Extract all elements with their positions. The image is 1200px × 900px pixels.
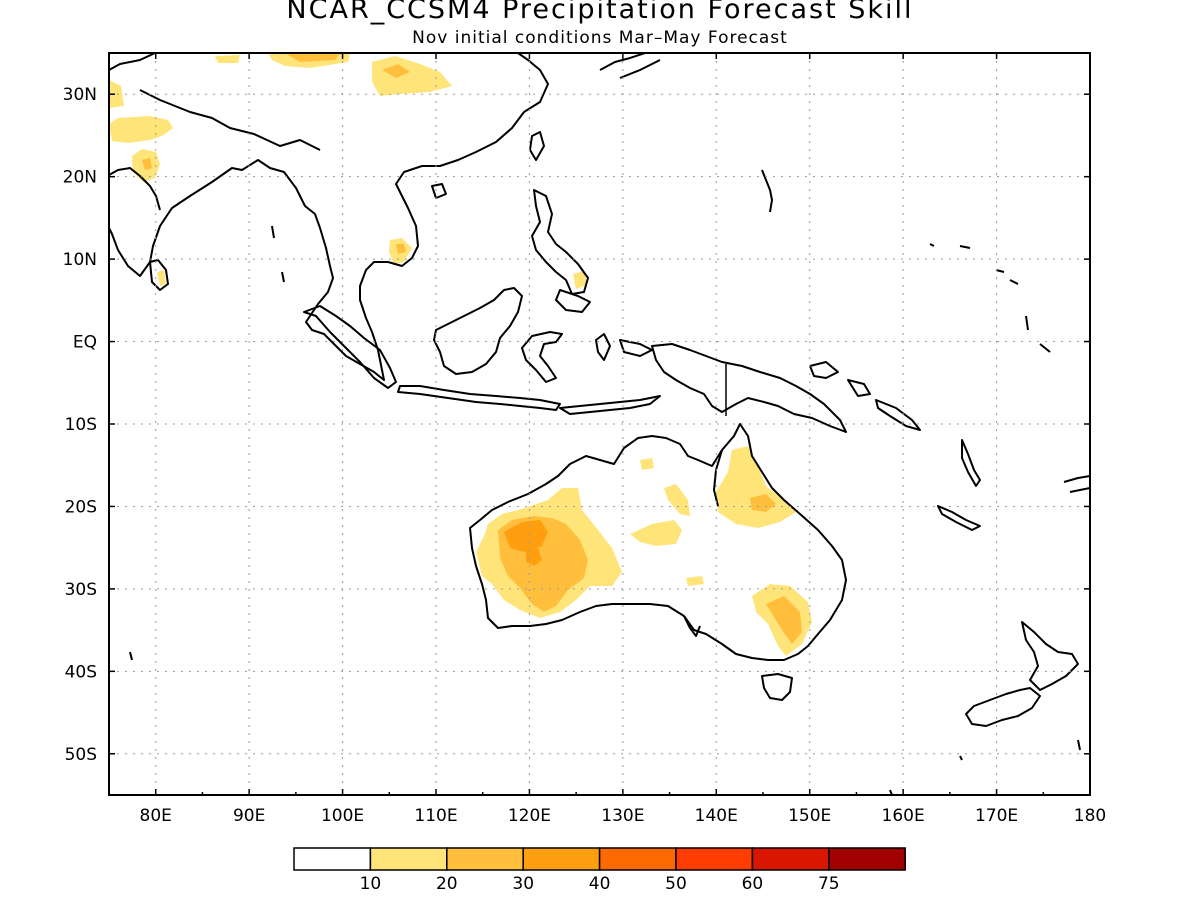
legend-swatch-4 [598, 847, 677, 871]
coast-new-guinea [651, 343, 847, 433]
legend-label-30: 30 [512, 874, 534, 894]
coast-vanuatu [961, 439, 981, 487]
skill-region-tibet-east-core [382, 64, 410, 78]
skill-region-new-south-wales-core [766, 596, 802, 644]
lon-label-160E: 160E [882, 806, 925, 826]
coast-new-caledonia [937, 505, 981, 531]
coast-borneo [433, 287, 523, 375]
lat-label-50S: 50S [65, 745, 97, 765]
lon-label-100E: 100E [321, 806, 364, 826]
lat-label-20N: 20N [63, 168, 97, 188]
legend-label-50: 50 [665, 874, 687, 894]
skill-region-tibet-east [372, 56, 452, 96]
coast-new-zealand-south [965, 687, 1041, 727]
legend-swatch-0 [293, 847, 372, 871]
coast-philippines [531, 189, 589, 295]
skill-region-western-australia-peak-1 [504, 520, 548, 552]
coast-himalaya-line [139, 89, 321, 151]
skill-region-central-australia [630, 520, 682, 546]
coast-asia-mainland [109, 53, 549, 381]
skill-shading [109, 53, 812, 656]
map-subtitle: Nov initial conditions Mar–May Forecast [412, 28, 788, 48]
coast-gulf-carpentaria [713, 449, 723, 507]
color-legend: 10 20 30 40 50 60 75 [293, 847, 906, 894]
coast-indian-ocean-speck [129, 651, 133, 661]
coast-java [397, 385, 561, 411]
coast-fiji [1063, 475, 1090, 493]
coast-andaman [271, 225, 285, 283]
skill-region-queensland [716, 446, 796, 528]
legend-swatch-2 [446, 847, 524, 871]
coastlines [109, 53, 1090, 795]
lon-label-130E: 130E [601, 806, 644, 826]
coast-japan [599, 53, 661, 79]
axis-ticks [108, 53, 1091, 795]
lon-label-110E: 110E [414, 806, 457, 826]
legend-swatch-3 [522, 847, 601, 871]
lat-label-30S: 30S [65, 580, 97, 600]
lon-label-150E: 150E [788, 806, 831, 826]
skill-region-nw-india-3-core [142, 158, 152, 170]
coast-central-asia-line [109, 53, 156, 71]
legend-swatch-7 [828, 847, 906, 871]
coast-new-zealand-north [1021, 621, 1079, 691]
legend-label-75: 75 [818, 874, 840, 894]
coast-sulawesi [521, 331, 563, 383]
coast-hainan [431, 183, 447, 199]
lon-label-170E: 170E [975, 806, 1018, 826]
skill-region-central-australia-north [664, 484, 690, 516]
coast-sri-lanka [149, 259, 169, 291]
legend-swatch-5 [675, 847, 754, 871]
lon-label-180: 180 [1074, 806, 1106, 826]
legend-label-60: 60 [742, 874, 764, 894]
lat-label-20S: 20S [65, 497, 97, 517]
skill-region-philippines [573, 271, 587, 289]
lat-label-10N: 10N [63, 250, 97, 270]
legend-label-40: 40 [589, 874, 611, 894]
coast-gujarat [109, 167, 161, 211]
lat-label-10S: 10S [65, 415, 97, 435]
coast-marianas [761, 169, 773, 213]
legend-label-20: 20 [436, 874, 458, 894]
skill-region-western-australia-peak-2 [526, 548, 542, 566]
skill-region-cambodia-core [396, 244, 406, 254]
coast-australia [469, 423, 847, 661]
skill-region-queensland-core [750, 494, 776, 512]
legend-swatch-1 [369, 847, 448, 871]
skill-region-small-central [686, 576, 704, 586]
coast-sumatra [303, 305, 397, 389]
map-title: NCAR_CCSM4 Precipitation Forecast Skill [286, 0, 914, 25]
coast-philippines-south [555, 289, 591, 313]
coast-micronesia [929, 243, 1051, 353]
coast-bismarck [809, 361, 921, 431]
coast-taiwan [529, 131, 545, 161]
lat-label-EQ: EQ [73, 333, 97, 353]
skill-region-nw-india-1 [109, 80, 124, 108]
skill-region-small-nt [640, 458, 654, 470]
gridlines [109, 53, 1090, 795]
lat-label-40S: 40S [65, 662, 97, 682]
legend-swatch-6 [751, 847, 830, 871]
lon-label-140E: 140E [695, 806, 738, 826]
lon-label-80E: 80E [140, 806, 172, 826]
axis-tick-labels: 80E 90E 100E 110E 120E 130E 140E 150E 160E 170E 18… [63, 85, 1107, 826]
lat-label-30N: 30N [63, 85, 97, 105]
lon-label-120E: 120E [508, 806, 551, 826]
lon-label-90E: 90E [233, 806, 265, 826]
skill-region-tibet-north-core [285, 53, 340, 62]
coast-tasmania [761, 673, 793, 701]
legend-label-10: 10 [360, 874, 382, 894]
coast-spencer-gulf [683, 615, 701, 637]
skill-region-nw-india-2 [109, 116, 173, 143]
coast-lesser-sunda [559, 395, 661, 415]
skill-region-small-tibet [215, 55, 240, 63]
skill-region-sw-india [157, 270, 166, 286]
